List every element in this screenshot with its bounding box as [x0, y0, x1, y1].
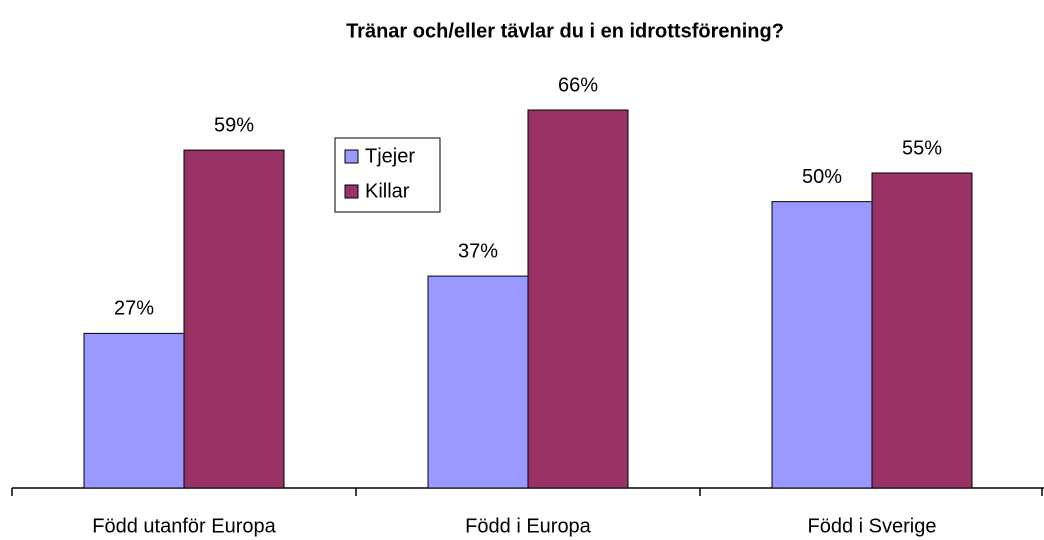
bar — [527, 109, 629, 489]
legend-swatch — [344, 149, 359, 164]
value-label: 37% — [458, 240, 498, 262]
x-tick-label: Född i Sverige — [808, 515, 937, 537]
value-label: 55% — [902, 137, 942, 159]
value-label: 59% — [214, 114, 254, 136]
value-label: 27% — [114, 298, 154, 320]
value-label: 66% — [558, 74, 598, 96]
value-label: 50% — [802, 166, 842, 188]
bar — [83, 332, 185, 489]
bar — [183, 149, 285, 489]
bar — [871, 172, 973, 489]
legend-label: Killar — [365, 180, 410, 202]
chart-title: Tränar och/eller tävlar du i en idrottsf… — [346, 20, 784, 42]
x-tick-label: Född i Europa — [465, 515, 592, 537]
legend-swatch — [344, 184, 359, 199]
legend-label: Tjejer — [365, 145, 415, 167]
bar — [771, 201, 873, 489]
bar — [427, 275, 529, 489]
x-tick-label: Född utanför Europa — [92, 515, 276, 537]
